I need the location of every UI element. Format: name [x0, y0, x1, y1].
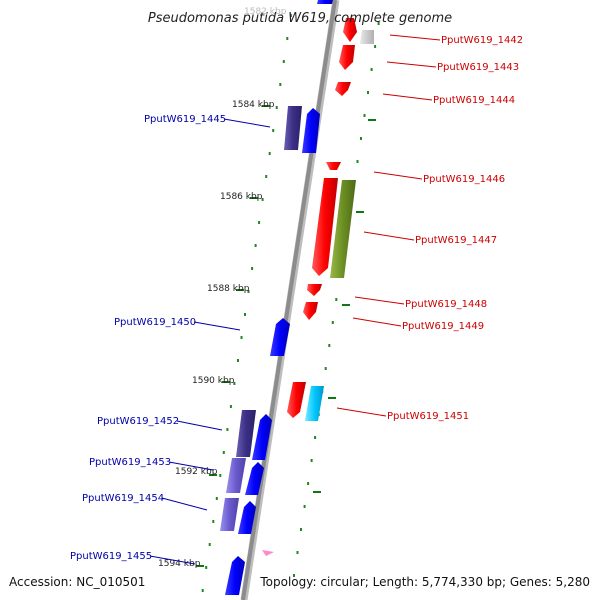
- genome-backbone: [241, 0, 337, 600]
- tick-dot: [237, 359, 239, 362]
- tick-dot: [293, 574, 295, 577]
- gene-label-pputw619-1450[interactable]: PputW619_1450: [114, 317, 196, 328]
- gene-pputw619-1446[interactable]: [326, 162, 341, 170]
- gene-pputw619-1445[interactable]: [284, 106, 320, 153]
- tick-dot: [300, 528, 302, 531]
- tick-dot: [229, 405, 232, 408]
- tick-dot: [268, 152, 271, 155]
- genome-title: Pseudomonas putida W619, complete genome: [148, 11, 452, 26]
- gene-label-pputw619-1444[interactable]: PputW619_1444: [433, 95, 515, 106]
- tick-dot: [247, 290, 250, 293]
- pink-marker[interactable]: [262, 550, 274, 556]
- tick-dot: [310, 459, 313, 462]
- tick-dot: [265, 175, 268, 178]
- tick-dot: [222, 451, 225, 454]
- gene-pputw619-1443[interactable]: [339, 45, 355, 70]
- tick-dot: [272, 129, 275, 132]
- tick-dot: [219, 474, 222, 477]
- tick-dot: [279, 83, 282, 86]
- tick-dot: [289, 14, 292, 17]
- kbp-label: 1588 kbp: [207, 284, 250, 294]
- gene-label-pputw619-1449[interactable]: PputW619_1449: [402, 321, 484, 332]
- gene-label-pputw619-1453[interactable]: PputW619_1453: [89, 457, 171, 468]
- faded-kbp-label: 1582 kbp: [244, 7, 287, 17]
- gene-pputw619-1442[interactable]: [343, 18, 374, 44]
- gene-pputw619-1455[interactable]: [225, 556, 245, 595]
- accession-text: Accession: NC_010501: [9, 575, 145, 589]
- tick-dot: [331, 321, 334, 324]
- gene-pputw619-1453[interactable]: [226, 458, 264, 495]
- gene-label-pputw619-1447[interactable]: PputW619_1447: [415, 235, 497, 246]
- tick-dot: [286, 37, 289, 40]
- tick-dot: [212, 520, 215, 523]
- tick-dot: [244, 313, 246, 316]
- tick-dot: [296, 551, 299, 554]
- tick-dot: [258, 221, 261, 224]
- tick-dot: [370, 68, 373, 71]
- gene-label-pputw619-1443[interactable]: PputW619_1443: [437, 62, 519, 73]
- tick-dot: [254, 244, 257, 247]
- tick-dot: [377, 22, 380, 25]
- gene-pputw619-1447[interactable]: [312, 178, 356, 278]
- gene-pputw619-1444[interactable]: [335, 82, 351, 96]
- kbp-label: 1590 kbp: [192, 376, 235, 386]
- topology-text: Topology: circular; Length: 5,774,330 bp…: [259, 575, 590, 589]
- tick-dot: [201, 589, 204, 592]
- kbp-label: 1586 kbp: [220, 192, 263, 202]
- kbp-label: 1594 kbp: [158, 559, 201, 569]
- tick-dot: [240, 336, 243, 339]
- tick-dot: [261, 198, 264, 201]
- tick-dot: [314, 436, 317, 439]
- gene-fragment-top[interactable]: [317, 0, 333, 4]
- gene-label-pputw619-1455[interactable]: PputW619_1455: [70, 551, 152, 562]
- gene-label-pputw619-1452[interactable]: PputW619_1452: [97, 416, 179, 427]
- gene-label-pputw619-1454[interactable]: PputW619_1454: [82, 493, 164, 504]
- gene-pputw619-1452[interactable]: [236, 410, 272, 460]
- tick-dot: [226, 428, 229, 431]
- gene-pputw619-1450[interactable]: [270, 318, 290, 356]
- kbp-label: 1592 kbp: [175, 467, 218, 477]
- tick-dots-outer-left: [201, 14, 292, 592]
- gene-pputw619-1451[interactable]: [287, 382, 324, 421]
- tick-dot: [208, 543, 211, 546]
- gene-pputw619-1454[interactable]: [220, 498, 256, 534]
- tick-dot: [233, 382, 236, 385]
- gene-label-pputw619-1445[interactable]: PputW619_1445: [144, 114, 226, 125]
- tick-dot: [367, 91, 369, 94]
- tick-dot: [328, 344, 331, 347]
- tick-dot: [324, 367, 327, 370]
- kbp-scale: 1584 kbp 1586 kbp 1588 kbp 1590 kbp 1592…: [158, 100, 275, 569]
- tick-dot: [363, 114, 366, 117]
- tick-dot: [205, 566, 208, 569]
- tick-dot: [374, 45, 377, 48]
- tick-dot: [282, 60, 285, 63]
- tick-dots-inner-right: [293, 22, 380, 577]
- kbp-label: 1584 kbp: [232, 100, 275, 110]
- gene-label-pputw619-1448[interactable]: PputW619_1448: [405, 299, 487, 310]
- gene-pputw619-1449[interactable]: [303, 302, 318, 320]
- tick-dot: [335, 298, 338, 301]
- tick-dot: [215, 497, 218, 500]
- tick-dot: [251, 267, 254, 270]
- gene-label-pputw619-1442[interactable]: PputW619_1442: [441, 35, 523, 46]
- label-connectors: [149, 34, 441, 565]
- tick-dot: [307, 482, 310, 485]
- tick-dot: [356, 160, 359, 163]
- tick-dot: [275, 106, 278, 109]
- tick-dot: [303, 505, 306, 508]
- inner-ticks: [313, 119, 376, 493]
- tick-dot: [360, 137, 362, 140]
- gene-pputw619-1448[interactable]: [307, 284, 322, 296]
- gene-label-pputw619-1451[interactable]: PputW619_1451: [387, 411, 469, 422]
- gene-label-pputw619-1446[interactable]: PputW619_1446: [423, 174, 505, 185]
